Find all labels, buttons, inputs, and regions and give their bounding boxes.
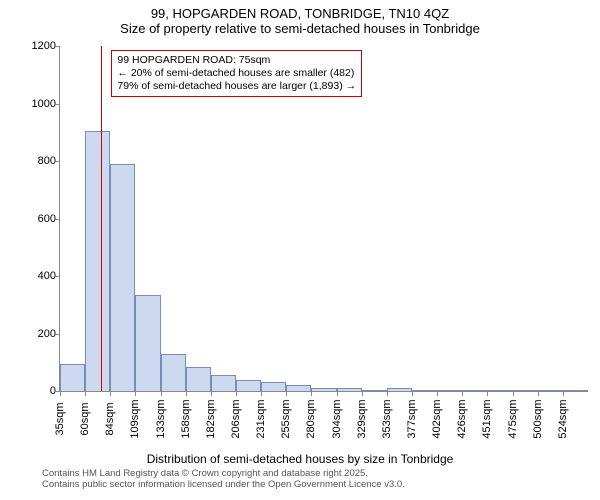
y-tick-mark <box>55 46 60 47</box>
chart-area: Number of semi-detached properties 02004… <box>0 40 600 450</box>
x-tick-mark <box>211 391 212 396</box>
x-tick-label: 84sqm <box>104 402 116 435</box>
x-tick-mark <box>135 391 136 396</box>
footer-line-2: Contains public sector information licen… <box>42 479 594 490</box>
histogram-bar <box>286 385 311 391</box>
x-tick-label: 206sqm <box>230 399 242 438</box>
histogram-bar <box>337 388 362 391</box>
histogram-bar <box>437 390 462 391</box>
x-tick-label: 109sqm <box>129 399 141 438</box>
histogram-bar <box>462 390 487 391</box>
marker-annotation: 99 HOPGARDEN ROAD: 75sqm ← 20% of semi-d… <box>111 50 362 97</box>
x-tick-mark <box>337 391 338 396</box>
x-tick-mark <box>286 391 287 396</box>
x-tick-mark <box>538 391 539 396</box>
x-tick-label: 133sqm <box>155 399 167 438</box>
histogram-bar <box>513 390 538 391</box>
histogram-bar <box>538 390 563 391</box>
histogram-bar <box>311 388 336 391</box>
x-tick-label: 60sqm <box>79 402 91 435</box>
x-tick-mark <box>236 391 237 396</box>
x-tick-label: 426sqm <box>456 399 468 438</box>
chart-container: 99, HOPGARDEN ROAD, TONBRIDGE, TN10 4QZ … <box>0 0 600 500</box>
histogram-bar <box>412 390 437 391</box>
x-tick-label: 451sqm <box>481 399 493 438</box>
x-tick-label: 500sqm <box>532 399 544 438</box>
x-tick-label: 182sqm <box>205 399 217 438</box>
y-tick-mark <box>55 104 60 105</box>
histogram-bar <box>563 390 588 391</box>
chart-title-line2: Size of property relative to semi-detach… <box>0 21 600 40</box>
x-tick-mark <box>513 391 514 396</box>
annotation-line-2: ← 20% of semi-detached houses are smalle… <box>117 67 356 80</box>
x-tick-mark <box>186 391 187 396</box>
x-tick-label: 231sqm <box>255 399 267 438</box>
histogram-bar <box>135 295 160 391</box>
x-tick-label: 524sqm <box>557 399 569 438</box>
x-tick-mark <box>110 391 111 396</box>
x-tick-mark <box>362 391 363 396</box>
plot-region: 02004006008001000120035sqm60sqm84sqm109s… <box>59 46 588 392</box>
histogram-bar <box>85 131 110 391</box>
x-tick-mark <box>60 391 61 396</box>
x-tick-label: 255sqm <box>280 399 292 438</box>
x-tick-mark <box>437 391 438 396</box>
histogram-bar <box>211 375 236 391</box>
y-tick-mark <box>55 334 60 335</box>
histogram-bar <box>487 390 512 391</box>
y-tick-mark <box>55 219 60 220</box>
histogram-bar <box>186 367 211 391</box>
x-axis-label: Distribution of semi-detached houses by … <box>0 452 600 466</box>
x-tick-label: 402sqm <box>431 399 443 438</box>
x-tick-mark <box>487 391 488 396</box>
x-tick-mark <box>261 391 262 396</box>
histogram-bar <box>161 354 186 391</box>
x-tick-label: 329sqm <box>356 399 368 438</box>
chart-title-line1: 99, HOPGARDEN ROAD, TONBRIDGE, TN10 4QZ <box>0 0 600 21</box>
chart-footer: Contains HM Land Registry data © Crown c… <box>0 466 600 495</box>
histogram-bar <box>110 164 135 391</box>
histogram-bar <box>362 390 387 391</box>
annotation-line-3: 79% of semi-detached houses are larger (… <box>117 80 356 93</box>
footer-line-1: Contains HM Land Registry data © Crown c… <box>42 468 594 479</box>
histogram-bar <box>387 388 412 391</box>
histogram-bar <box>236 380 261 391</box>
x-tick-mark <box>412 391 413 396</box>
x-tick-label: 158sqm <box>180 399 192 438</box>
x-tick-label: 35sqm <box>54 402 66 435</box>
histogram-bar <box>261 382 286 391</box>
x-tick-label: 353sqm <box>381 399 393 438</box>
histogram-bar <box>60 364 85 391</box>
x-tick-mark <box>311 391 312 396</box>
x-tick-mark <box>387 391 388 396</box>
y-tick-mark <box>55 276 60 277</box>
x-tick-label: 377sqm <box>406 399 418 438</box>
x-tick-mark <box>462 391 463 396</box>
x-tick-label: 304sqm <box>331 399 343 438</box>
x-tick-mark <box>563 391 564 396</box>
property-marker-line <box>101 46 102 391</box>
annotation-line-1: 99 HOPGARDEN ROAD: 75sqm <box>117 54 356 67</box>
y-tick-mark <box>55 161 60 162</box>
x-tick-mark <box>85 391 86 396</box>
x-tick-label: 280sqm <box>305 399 317 438</box>
x-tick-label: 475sqm <box>507 399 519 438</box>
x-tick-mark <box>161 391 162 396</box>
